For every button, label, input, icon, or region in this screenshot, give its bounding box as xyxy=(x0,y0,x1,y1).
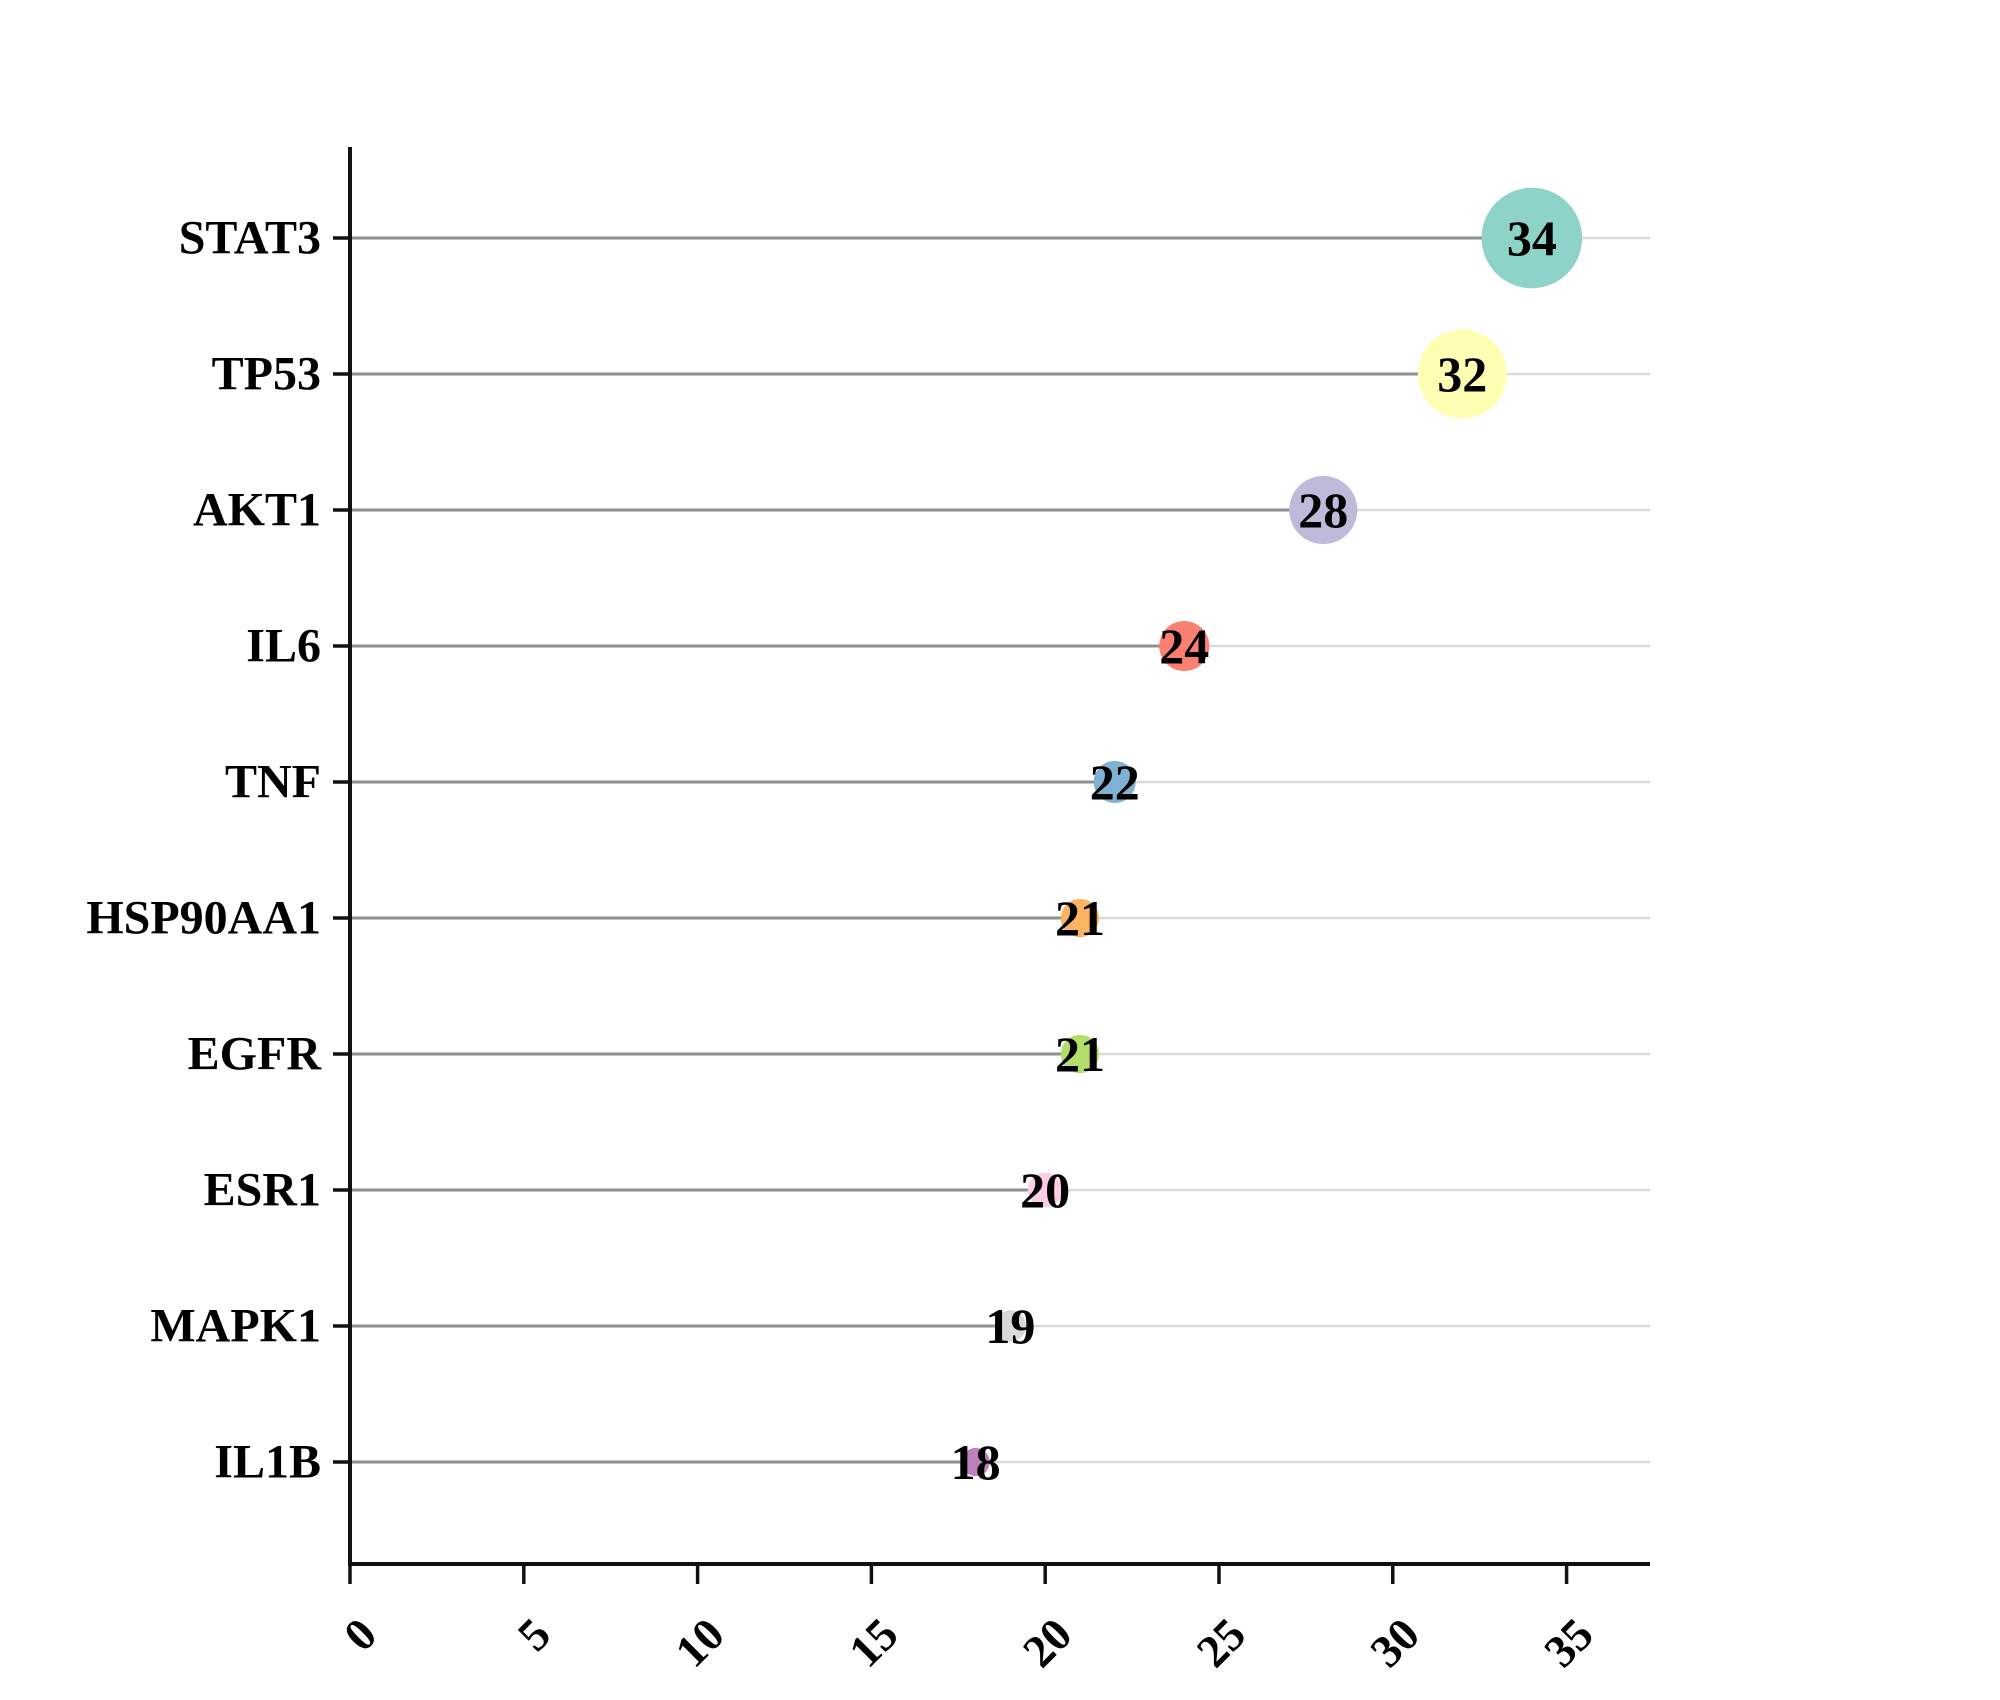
bubble-EGFR xyxy=(1060,1034,1100,1074)
value-label-ESR1: 20 xyxy=(1020,1162,1070,1218)
category-label-TP53: TP53 xyxy=(212,348,321,401)
category-label-HSP90AA1: HSP90AA1 xyxy=(86,892,321,945)
bubble-MAPK1 xyxy=(994,1310,1027,1342)
category-label-TNF: TNF xyxy=(225,756,321,809)
bubble-ESR1 xyxy=(1027,1172,1063,1208)
bubble-HSP90AA1 xyxy=(1060,898,1100,938)
value-label-HSP90AA1: 21 xyxy=(1055,890,1105,946)
x-tick-label-30: 30 xyxy=(1360,1608,1429,1677)
bubble-TP53 xyxy=(1417,329,1507,419)
value-label-EGFR: 21 xyxy=(1055,1026,1105,1082)
category-label-MAPK1: MAPK1 xyxy=(150,1300,321,1353)
value-label-AKT1: 28 xyxy=(1298,482,1348,538)
value-label-TNF: 22 xyxy=(1090,754,1140,810)
x-tick-label-25: 25 xyxy=(1187,1608,1256,1677)
x-tick-label-0: 0 xyxy=(334,1608,386,1660)
category-label-EGFR: EGFR xyxy=(188,1028,323,1081)
category-label-AKT1: AKT1 xyxy=(193,484,321,537)
category-label-IL1B: IL1B xyxy=(214,1436,321,1489)
bubble-STAT3 xyxy=(1481,187,1583,289)
bubble-IL1B xyxy=(961,1447,990,1477)
category-label-STAT3: STAT3 xyxy=(179,212,321,265)
value-label-STAT3: 34 xyxy=(1507,210,1557,266)
x-tick-label-35: 35 xyxy=(1534,1608,1603,1677)
x-tick-label-5: 5 xyxy=(508,1608,560,1660)
value-label-TP53: 32 xyxy=(1437,346,1487,402)
x-tick-label-15: 15 xyxy=(839,1608,908,1677)
bubble-TNF xyxy=(1093,760,1136,804)
x-tick-label-20: 20 xyxy=(1013,1608,1082,1677)
value-label-MAPK1: 19 xyxy=(985,1298,1035,1354)
bubble-AKT1 xyxy=(1289,475,1358,545)
value-label-IL1B: 18 xyxy=(951,1434,1001,1490)
value-label-IL6: 24 xyxy=(1159,618,1209,674)
bubble-IL6 xyxy=(1159,620,1210,672)
category-label-ESR1: ESR1 xyxy=(204,1164,321,1217)
x-tick-label-10: 10 xyxy=(665,1608,734,1677)
category-label-IL6: IL6 xyxy=(246,620,321,673)
